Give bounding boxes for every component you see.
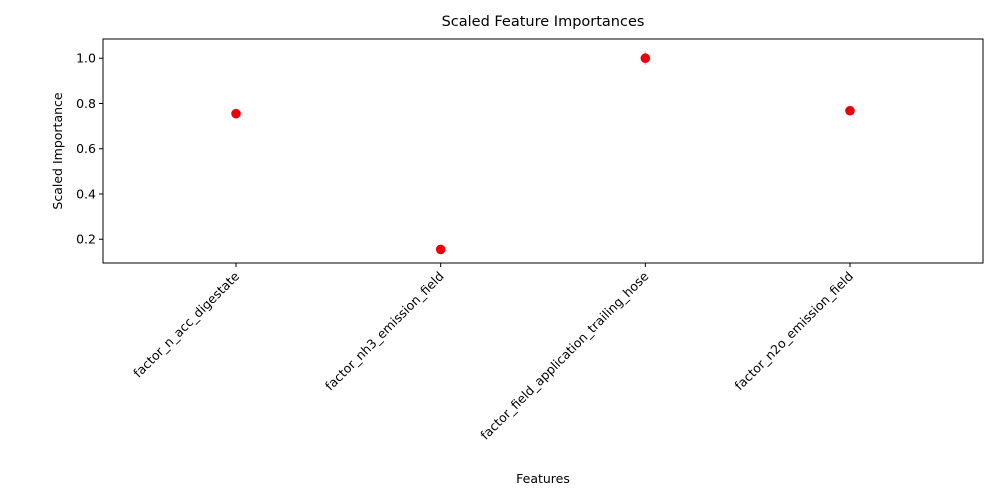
y-tick-label: 0.2: [76, 232, 96, 247]
plot-frame: [102, 38, 984, 264]
x-tick-label: factor_field_application_trailing_hose: [477, 268, 651, 442]
y-tick-label: 0.4: [76, 186, 96, 201]
data-points: [231, 51, 855, 255]
x-tick-label: factor_n2o_emission_field: [731, 269, 856, 394]
y-axis: 0.2 0.4 0.6 0.8 1.0: [76, 51, 103, 247]
data-point: [435, 244, 446, 255]
data-point: [845, 105, 855, 116]
y-tick-label: 0.8: [76, 96, 96, 111]
x-tick-label: factor_nh3_emission_field: [322, 269, 447, 394]
x-axis: factor_n_acc_digestate factor_nh3_emissio…: [130, 263, 856, 443]
y-tick-label: 1.0: [76, 51, 96, 66]
chart-title: Scaled Feature Importances: [442, 14, 645, 30]
data-point: [640, 53, 651, 64]
data-point: [231, 108, 241, 119]
y-axis-label: Scaled Importance: [50, 92, 65, 209]
x-axis-label: Features: [516, 471, 570, 486]
x-tick-label: factor_n_acc_digestate: [130, 268, 242, 380]
y-tick-label: 0.6: [76, 141, 96, 156]
